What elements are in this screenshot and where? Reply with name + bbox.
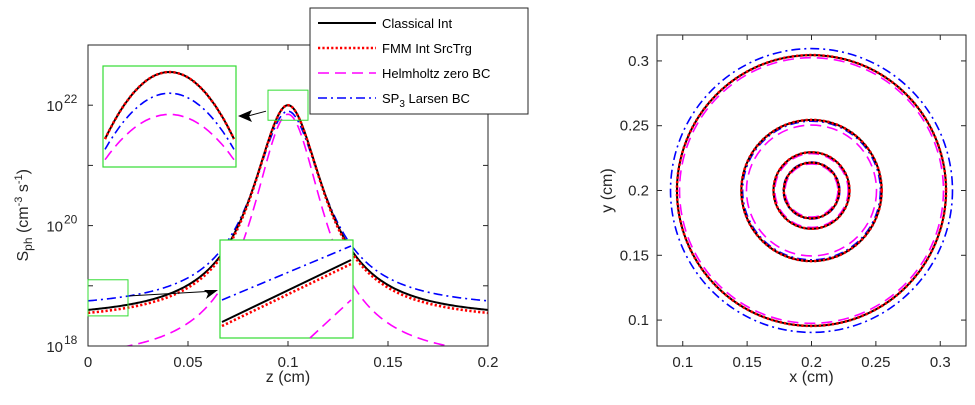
legend-box	[309, 7, 529, 115]
contour-helmholtz-2	[745, 124, 878, 257]
series-line-fmm	[88, 103, 488, 315]
legend-label-part: Larsen BC	[405, 91, 470, 106]
inset-peak-line-sp3	[104, 92, 235, 150]
contour-helmholtz-0	[784, 163, 839, 218]
contour-sp3-3	[669, 47, 954, 334]
arrow-peak-head	[238, 110, 252, 122]
y-axis-label-part: -3	[13, 197, 25, 207]
y-tick-label: 10	[46, 98, 63, 115]
arrow-tail	[129, 290, 217, 297]
y-tick-label: 0.25	[620, 118, 649, 135]
y-axis-label: y (cm)	[599, 168, 616, 212]
legend-label-part: SP	[382, 91, 399, 106]
inset-tail-line-helmholtz	[309, 299, 352, 339]
y-tick-label: 0.1	[628, 312, 649, 329]
y-tick-label: 0.15	[620, 247, 649, 264]
y-axis-label-part: S	[15, 251, 32, 262]
x-axis-label: x (cm)	[789, 369, 833, 386]
x-tick-label: 0.25	[861, 354, 890, 371]
y-axis-label-part: (cm	[15, 206, 32, 237]
x-tick-label: 0	[84, 354, 92, 371]
x-tick-label: 0.15	[373, 354, 402, 371]
x-tick-label: 0.1	[672, 354, 693, 371]
y-tick-label: 10	[46, 339, 63, 356]
contour-classical-0	[782, 161, 841, 220]
left-curves	[88, 103, 488, 346]
legend-label-helmholtz: Helmholtz zero BC	[382, 66, 490, 81]
contour-helmholtz-3	[678, 56, 945, 325]
y-tick-label: 0.3	[628, 53, 649, 70]
x-tick-label: 0.3	[930, 354, 951, 371]
y-tick-exponent: 22	[64, 92, 78, 106]
inset-tail-line-sp3	[221, 245, 352, 301]
x-tick-label: 0.2	[801, 354, 822, 371]
y-axis-label-part: -1	[13, 174, 25, 184]
y-tick-exponent: 18	[64, 333, 78, 347]
y-tick-label: 10	[46, 219, 63, 236]
inset-tail-line-classical	[221, 259, 352, 323]
inset-tail-box	[219, 239, 354, 339]
x-tick-label: 0.05	[173, 354, 202, 371]
inset-tail-line-fmm	[221, 262, 352, 328]
inset-source-box-peak	[267, 89, 309, 121]
contour-classical-3	[675, 54, 948, 327]
contour-fmm-0	[782, 161, 841, 220]
right-axes-box	[656, 34, 967, 347]
y-axis-label: Sph (cm-3 s-1)	[13, 169, 35, 261]
inset-peak-line-fmm	[103, 70, 236, 140]
contour-sp3-2	[741, 120, 882, 261]
arrow-tail-head	[204, 290, 218, 299]
legend-label-sp3: SP3 Larsen BC	[382, 91, 470, 110]
y-axis-label-part: ph	[21, 237, 35, 250]
y-axis-label-part: s	[15, 184, 32, 196]
legend-label-sub: 3	[399, 99, 405, 110]
series-line-helmholtz	[123, 113, 453, 346]
x-tick-label: 0.1	[278, 354, 299, 371]
inset-source-box-tail	[87, 279, 129, 317]
x-tick-label: 0.2	[478, 354, 499, 371]
legend-label-fmm: FMM Int SrcTrg	[382, 41, 472, 56]
contour-fmm-3	[675, 53, 948, 328]
arrow-peak	[247, 110, 267, 117]
y-tick-exponent: 20	[64, 213, 78, 227]
legend-label-classical: Classical Int	[382, 16, 452, 31]
x-tick-label: 0.15	[733, 354, 762, 371]
contour-classical-2	[740, 118, 883, 263]
contour-fmm-2	[740, 118, 883, 263]
series-line-sp3	[88, 110, 488, 302]
y-tick-label: 0.2	[628, 183, 649, 200]
contour-fmm-1	[772, 150, 851, 231]
inset-peak-box	[102, 65, 237, 168]
right-panel: 0.1 0.15 0.2 0.25 0.3 0.1 0.15 0.2 0.25 0.3 x (cm)…	[599, 34, 967, 386]
y-axis-label-part: )	[15, 169, 32, 174]
x-axis-label: z (cm)	[266, 369, 310, 386]
